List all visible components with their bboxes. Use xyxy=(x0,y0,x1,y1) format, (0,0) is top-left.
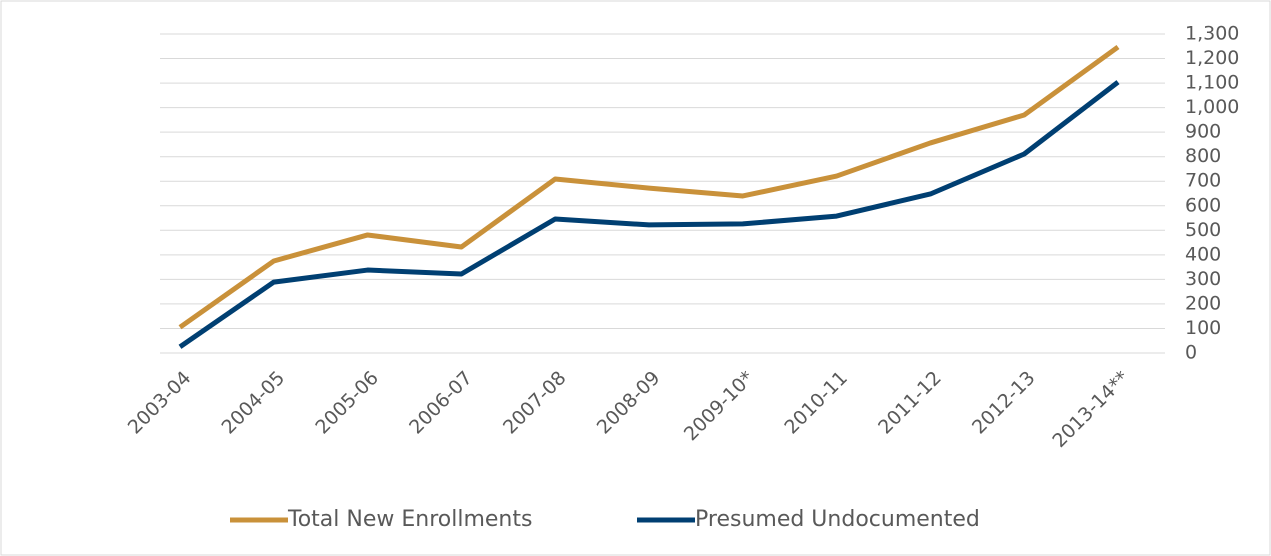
y-tick-label: 500 xyxy=(1185,219,1221,241)
y-tick-label: 0 xyxy=(1185,342,1197,364)
y-tick-label: 1,300 xyxy=(1185,23,1239,45)
legend-label: Total New Enrollments xyxy=(287,507,532,532)
y-tick-label: 100 xyxy=(1185,317,1221,339)
y-tick-label: 200 xyxy=(1185,292,1221,314)
y-tick-label: 1,000 xyxy=(1185,96,1239,118)
legend-label: Presumed Undocumented xyxy=(695,507,980,532)
series-line xyxy=(178,44,1120,330)
y-tick-label: 600 xyxy=(1185,194,1221,216)
y-tick-label: 400 xyxy=(1185,243,1221,265)
y-tick-label: 900 xyxy=(1185,121,1221,143)
y-tick-label: 300 xyxy=(1185,268,1221,290)
y-tick-label: 700 xyxy=(1185,170,1221,192)
y-tick-label: 800 xyxy=(1185,145,1221,167)
series-line xyxy=(178,80,1120,349)
y-tick-label: 1,200 xyxy=(1185,47,1239,69)
y-tick-label: 1,100 xyxy=(1185,72,1239,94)
